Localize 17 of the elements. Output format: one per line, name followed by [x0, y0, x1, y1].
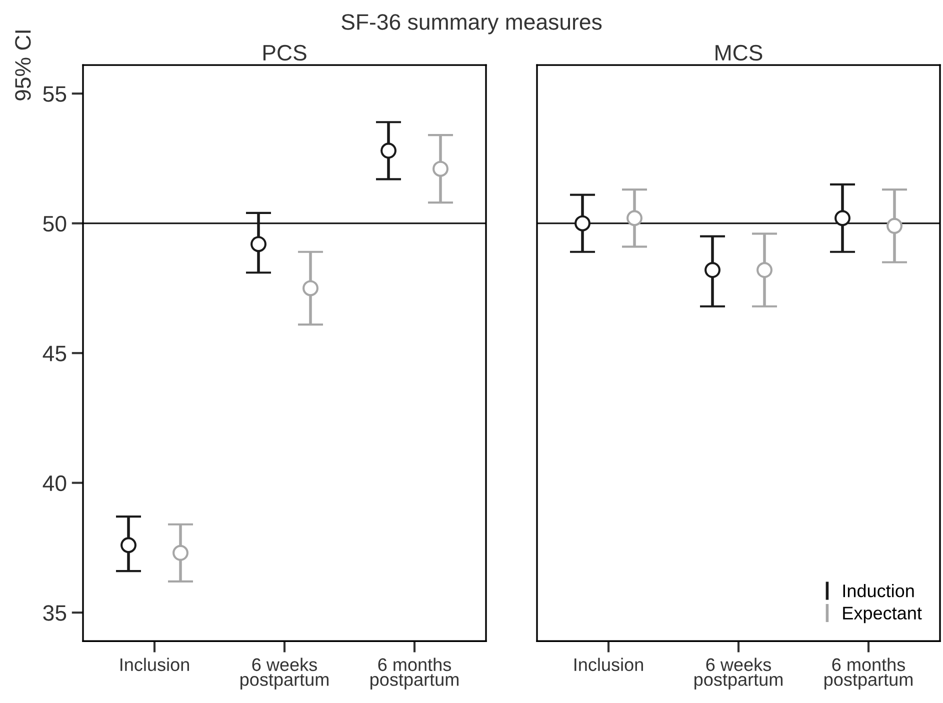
y-tick-label: 35	[43, 605, 66, 621]
y-axis-title: 95% CI	[15, 30, 31, 100]
legend-label: Expectant	[843, 606, 922, 624]
x-tick-label: Inclusion	[120, 658, 189, 672]
x-tick-label: 6 months postpartum	[370, 658, 458, 690]
chart-title: MCS	[716, 44, 762, 61]
y-tick-label: 55	[43, 86, 66, 102]
x-tick-label: 6 weeks postpartum	[240, 658, 328, 690]
legend-label: Induction	[843, 584, 914, 598]
chart-title: PCS	[263, 44, 306, 61]
y-tick-label: 40	[42, 475, 66, 492]
x-tick-label: 6 weeks postpartum	[694, 658, 782, 690]
text: SF-36 summary measures	[342, 14, 602, 34]
x-tick-label: Inclusion	[574, 658, 643, 672]
y-tick-label: 50	[43, 216, 66, 232]
x-tick-label: 6 months postpartum	[824, 658, 912, 690]
y-tick-label: 45	[42, 346, 66, 362]
